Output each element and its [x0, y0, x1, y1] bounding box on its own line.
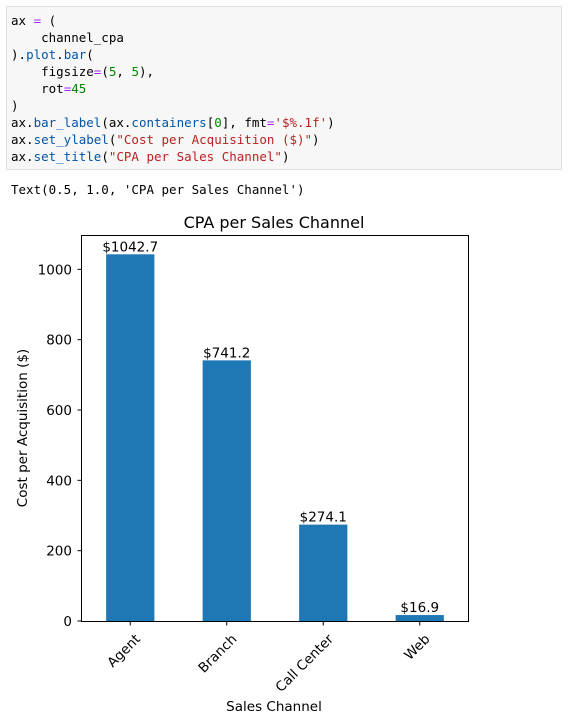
axes-frame [81, 235, 469, 622]
bar-value-label: $741.2 [203, 345, 250, 361]
code-line: ax.set_title("CPA per Sales Channel") [11, 148, 335, 165]
code-token: ) [312, 132, 320, 147]
x-tick-label: Call Center [273, 631, 338, 696]
code-line: ax.set_ylabel("Cost per Acquisition ($)"… [11, 131, 335, 148]
x-axis-label: Sales Channel [226, 699, 322, 715]
bar-value-label: $274.1 [300, 510, 347, 526]
y-tick-label: 1000 [38, 262, 72, 278]
code-token: , [116, 64, 132, 79]
y-tick-label: 0 [63, 614, 72, 630]
x-tick-label: Branch [195, 631, 240, 676]
code-token: = [33, 13, 42, 28]
code-token: channel_cpa [11, 30, 124, 45]
code-token: ) [327, 115, 335, 130]
code-cell[interactable] [6, 6, 562, 170]
output-text: Text(0.5, 1.0, 'CPA per Sales Channel') [11, 182, 305, 197]
code-line: ) [11, 97, 335, 114]
bar-value-label: $1042.7 [102, 239, 158, 255]
code-token: 5 [131, 64, 139, 79]
code-token: bar_label [33, 115, 102, 130]
code-token: ), [138, 64, 155, 79]
code-token: . [56, 47, 64, 62]
code-line: channel_cpa [11, 29, 335, 46]
bar [202, 360, 251, 621]
code-line: ax.bar_label(ax.containers[0], fmt='$%.1… [11, 114, 335, 131]
bar [299, 524, 348, 621]
code-token: 5 [108, 64, 117, 79]
code-token: ( [101, 149, 109, 164]
code-token: = [63, 81, 72, 96]
code-token: = [93, 64, 102, 79]
y-tick-label: 400 [46, 473, 72, 489]
chart-title: CPA per Sales Channel [184, 213, 365, 232]
code-token: ( [101, 64, 109, 79]
code-token: ) [11, 98, 19, 113]
code-token: ) [281, 149, 290, 164]
code-token: ( [108, 132, 117, 147]
bar [395, 615, 444, 621]
code-token: set_ylabel [33, 132, 109, 147]
code-token: figsize [11, 64, 94, 79]
code-token: 0 [214, 115, 222, 130]
code-line: rot=45 [11, 80, 335, 97]
bar [106, 254, 155, 622]
code-token: ax [11, 13, 34, 28]
code-line: figsize=(5, 5), [11, 63, 335, 80]
code-token: ( [41, 13, 57, 28]
code-token: ax. [11, 132, 34, 147]
code-token: set_title [33, 149, 102, 164]
code-token: "CPA per Sales Channel" [108, 149, 282, 164]
code-token: (ax. [101, 115, 132, 130]
x-tick-label: Web [401, 631, 433, 663]
code-token: ( [86, 47, 94, 62]
x-tick-label: Agent [104, 631, 144, 671]
code-token: = [266, 115, 275, 130]
code-token: '$%.1f' [274, 115, 328, 130]
y-tick-label: 800 [46, 333, 72, 349]
code-token: ], fmt [221, 115, 267, 130]
code-line: ).plot.bar( [11, 46, 335, 63]
y-tick-label: 200 [46, 544, 72, 560]
code-token: 45 [71, 81, 87, 96]
code-token: ax. [11, 115, 34, 130]
code-block[interactable]: ax = ( channel_cpa).plot.bar( figsize=(5… [11, 12, 335, 165]
code-token: rot [11, 81, 64, 96]
code-token: "Cost per Acquisition ($)" [116, 132, 313, 147]
code-line: ax = ( [11, 12, 335, 29]
bar-value-label: $16.9 [400, 600, 439, 616]
code-token: ax. [11, 149, 34, 164]
code-token: ). [11, 47, 27, 62]
y-axis-label: Cost per Acquisition ($) [15, 349, 31, 507]
code-token: plot [26, 47, 57, 62]
code-token: bar [63, 47, 87, 62]
y-tick-label: 600 [46, 403, 72, 419]
code-token: [ [206, 115, 215, 130]
code-token: containers [131, 115, 207, 130]
